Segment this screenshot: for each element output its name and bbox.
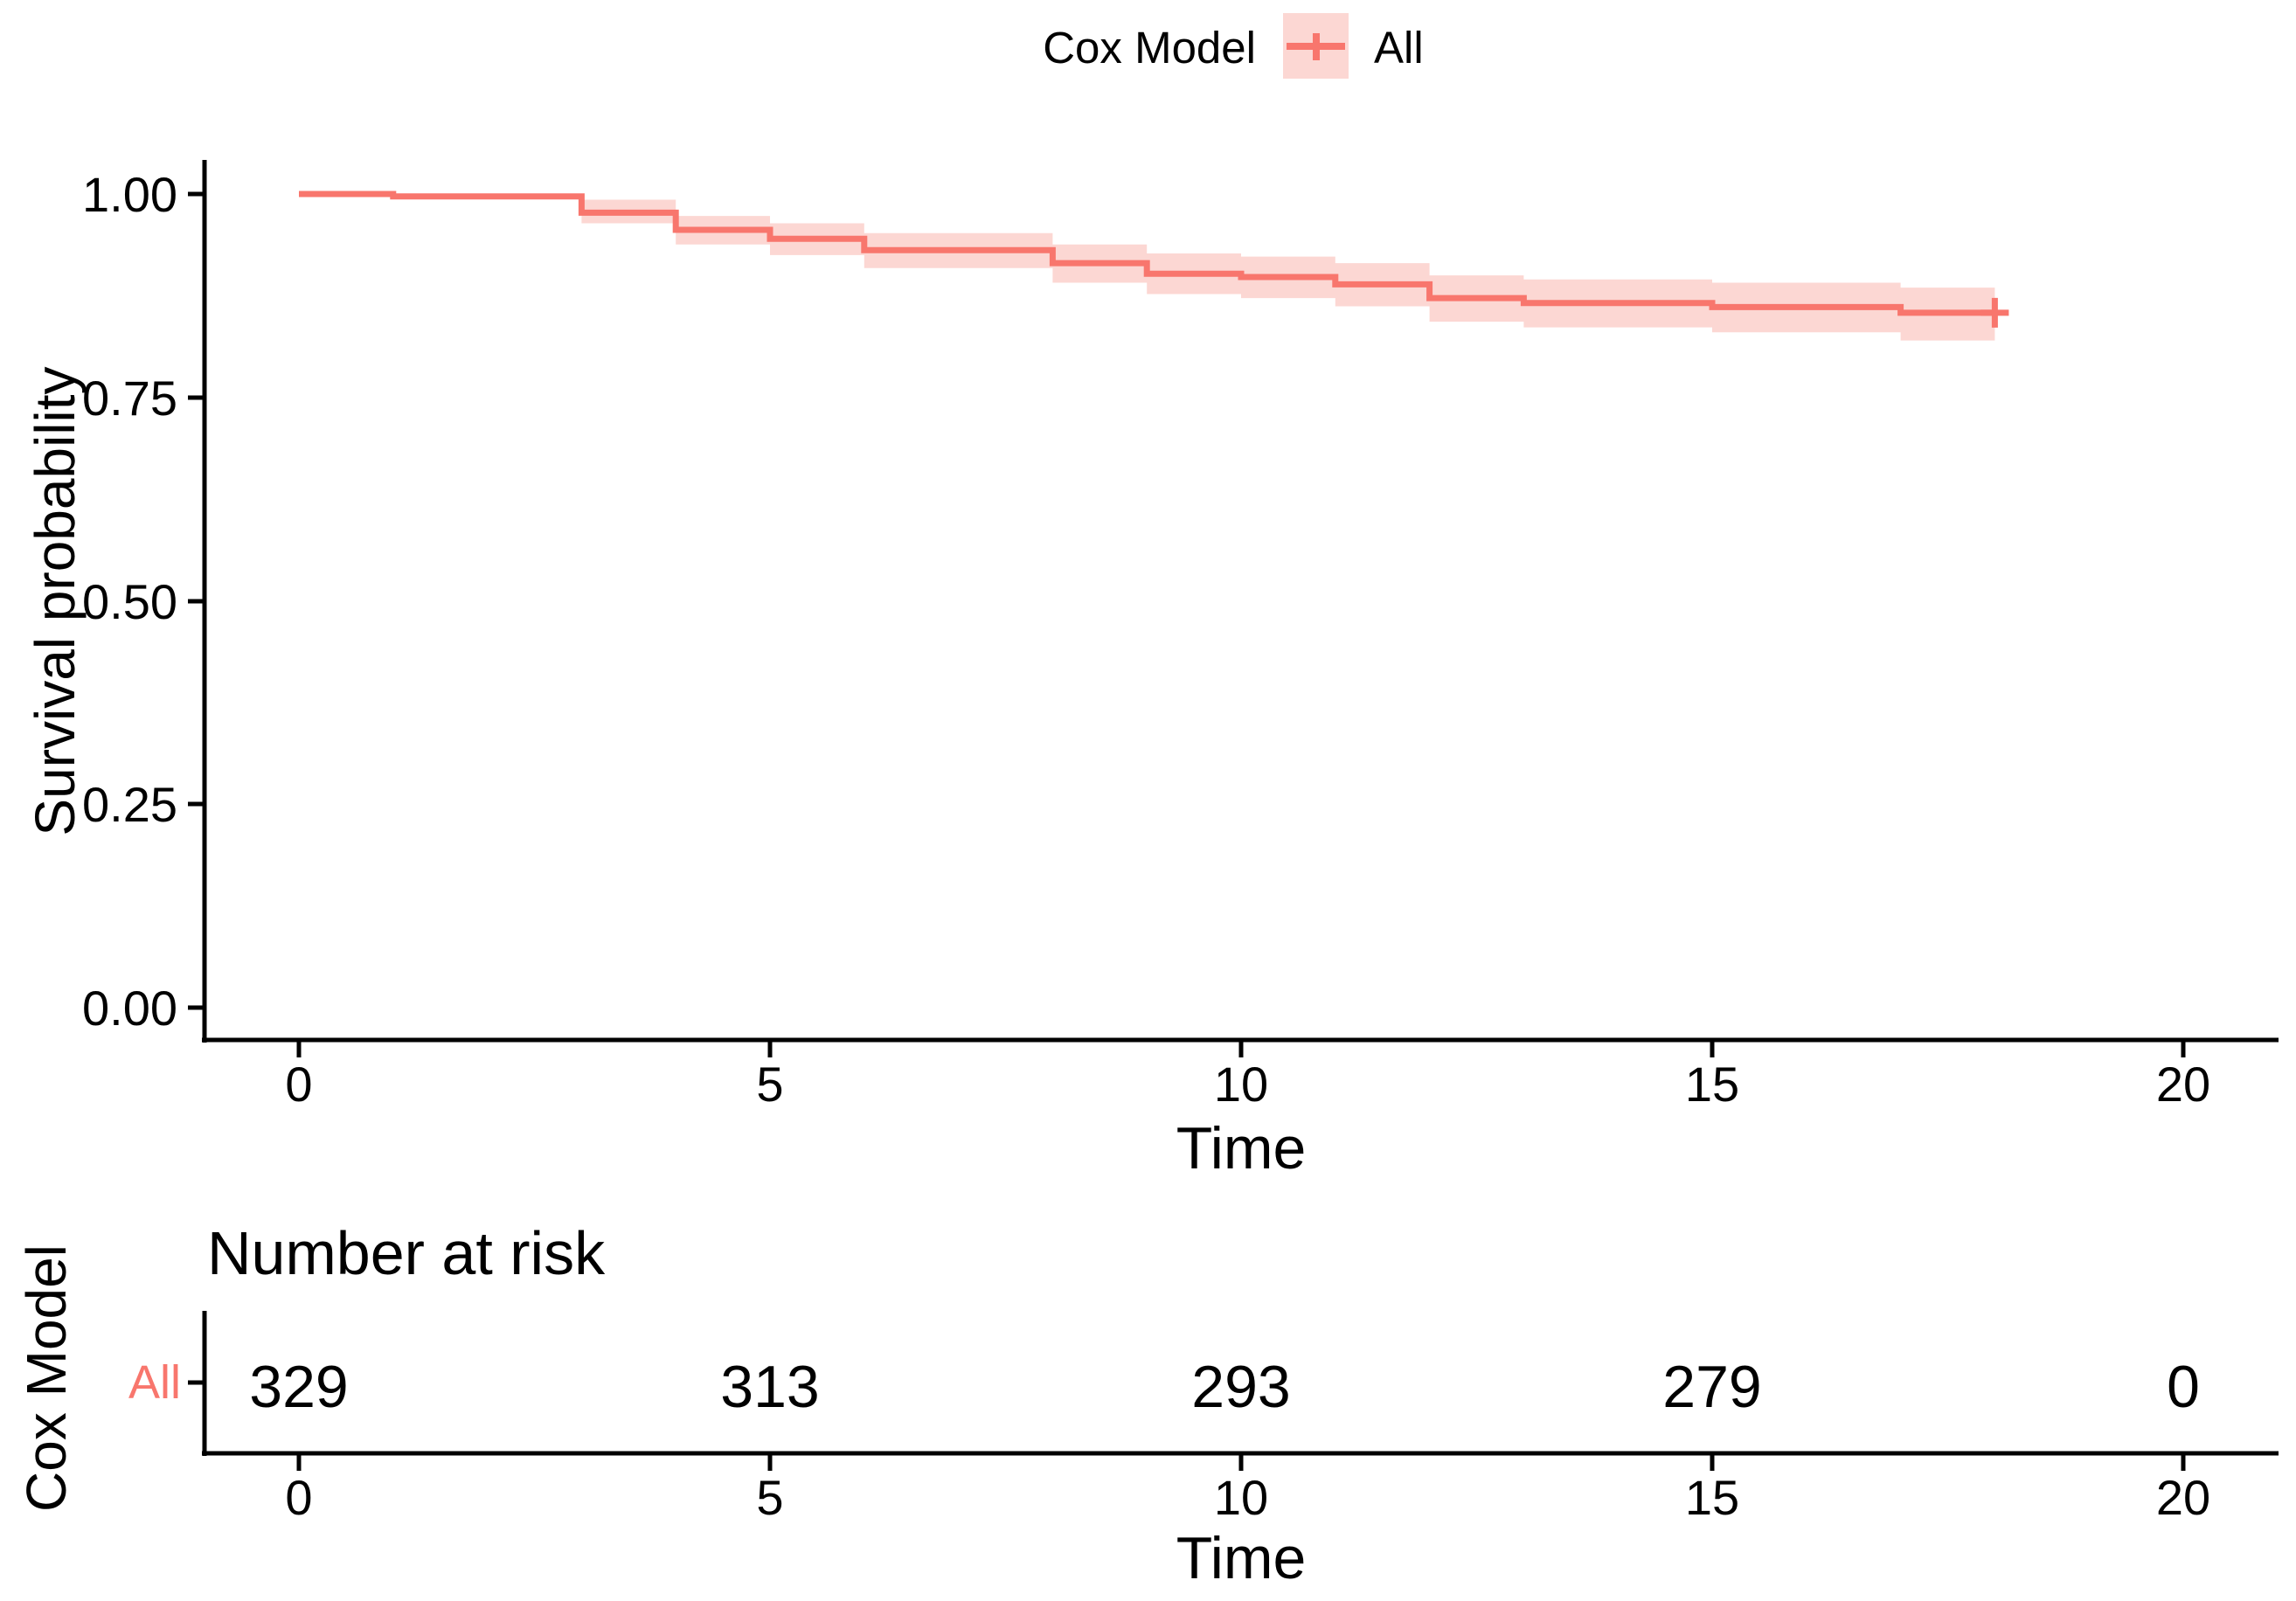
x-tick-label: 5 xyxy=(756,1057,783,1112)
y-tick-label: 0.50 xyxy=(82,574,177,629)
y-tick-label: 0.00 xyxy=(82,981,177,1036)
y-tick-label: 0.25 xyxy=(82,777,177,832)
x-axis-title: Time xyxy=(1176,1115,1307,1182)
survival-step-curve xyxy=(299,191,1995,316)
y-tick-label: 0.75 xyxy=(82,371,177,426)
legend-title: Cox Model xyxy=(1043,23,1256,73)
censor-marks xyxy=(1980,297,2009,328)
risk-x-tick-label: 10 xyxy=(1214,1470,1268,1525)
risk-count: 293 xyxy=(1191,1354,1290,1420)
y-tick-label: 1.00 xyxy=(82,167,177,222)
risk-count: 0 xyxy=(2167,1354,2200,1420)
risk-count: 313 xyxy=(720,1354,819,1420)
risk-x-tick-label: 20 xyxy=(2156,1470,2210,1525)
confidence-interval-ribbon xyxy=(581,199,1995,341)
risk-x-tick-label: 15 xyxy=(1685,1470,1739,1525)
risk-x-tick-label: 5 xyxy=(756,1470,783,1525)
risk-x-tick-label: 0 xyxy=(285,1470,312,1525)
x-tick-label: 0 xyxy=(285,1057,312,1112)
legend: Cox Model All xyxy=(1043,13,1424,79)
y-axis-title: Survival probability xyxy=(24,366,87,835)
x-tick-label: 20 xyxy=(2156,1057,2210,1112)
risk-table-title: Number at risk xyxy=(207,1219,606,1287)
main-plot: 1.00 0.75 0.50 0.25 0.00 0 5 10 15 20 Ti… xyxy=(24,160,2279,1182)
risk-table-y-axis-title: Cox Model xyxy=(15,1244,78,1512)
risk-count: 329 xyxy=(249,1354,348,1420)
risk-row-label: All xyxy=(128,1356,181,1409)
risk-x-axis-title: Time xyxy=(1176,1525,1307,1591)
x-tick-label: 15 xyxy=(1685,1057,1739,1112)
risk-count: 279 xyxy=(1662,1354,1761,1420)
x-tick-label: 10 xyxy=(1214,1057,1268,1112)
legend-item-label: All xyxy=(1374,23,1424,73)
risk-table: Number at risk Cox Model All 329 313 293… xyxy=(15,1219,2279,1591)
